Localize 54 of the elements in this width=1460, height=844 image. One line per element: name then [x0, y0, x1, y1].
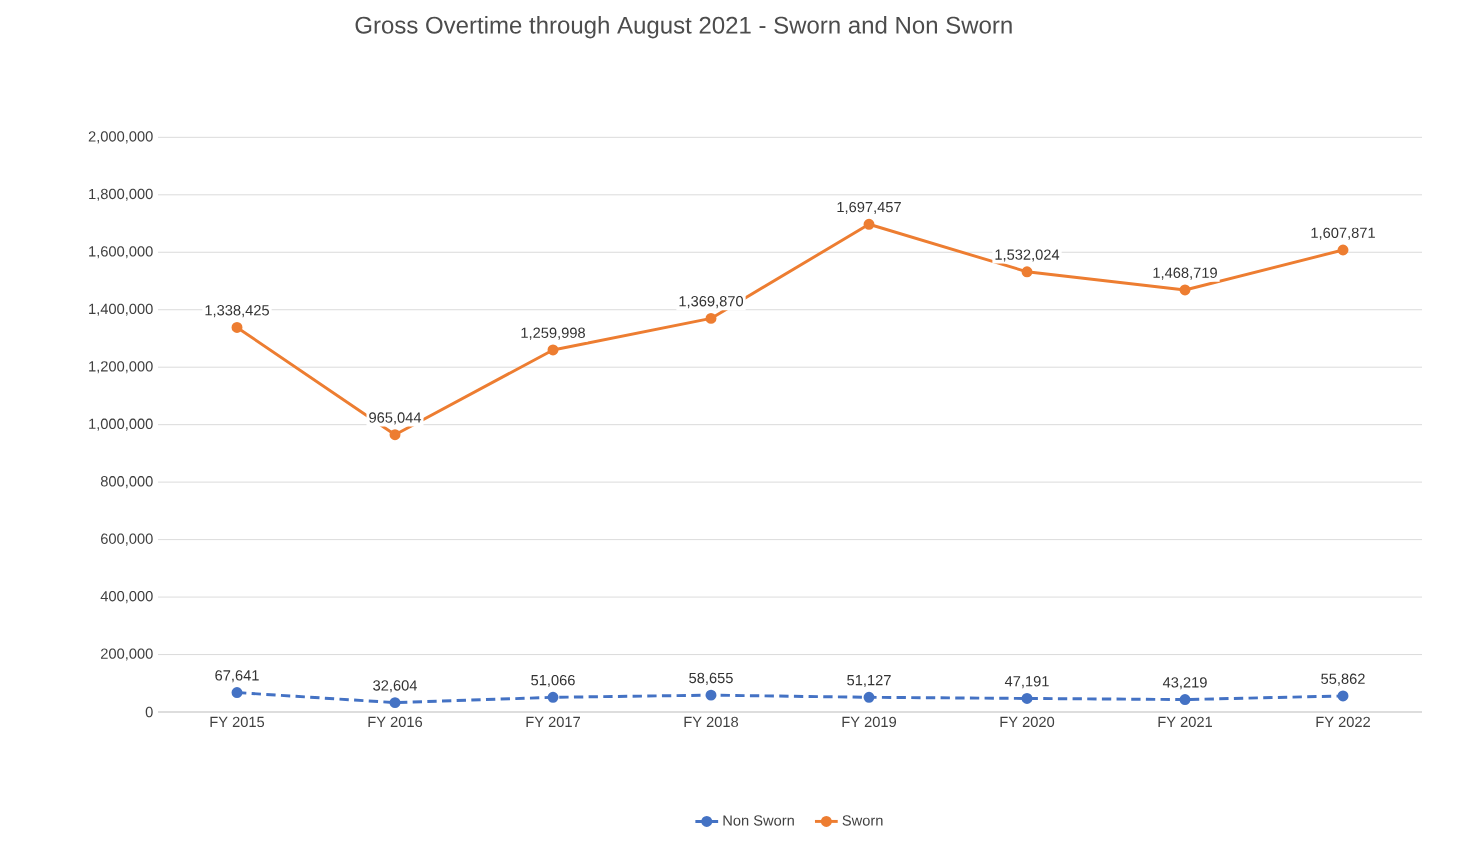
x-tick-label: FY 2020: [1000, 716, 1055, 728]
data-label: 67,641: [215, 670, 259, 683]
legend-label: Sworn: [842, 815, 883, 826]
y-tick-label: 600,000: [101, 533, 153, 546]
y-tick-label: 1,600,000: [89, 246, 153, 259]
x-tick-label: FY 2015: [210, 716, 265, 728]
y-tick-label: 2,000,000: [88, 131, 153, 144]
point: [863, 691, 875, 703]
point: [547, 691, 559, 703]
x-tick-label: FY 2019: [842, 716, 897, 728]
y-tick-label: 1,800,000: [89, 188, 153, 201]
data-label: 1,259,998: [521, 327, 585, 340]
chart-title: Gross Overtime through August 2021 - Sworn and Non Sworn: [355, 16, 1012, 39]
y-tick-label: 0: [145, 706, 153, 718]
x-tick-label: FY 2017: [526, 716, 580, 728]
point: [863, 218, 875, 230]
point: [231, 321, 243, 333]
point: [389, 429, 401, 441]
x-tick-label: FY 2016: [368, 716, 423, 728]
y-tick-label: 400,000: [100, 591, 153, 604]
point: [1021, 266, 1033, 278]
data-label: 43,219: [1162, 677, 1207, 690]
point: [231, 687, 243, 699]
data-label: 32,604: [373, 680, 417, 693]
data-label: 1,532,024: [995, 249, 1060, 262]
data-label: 51,127: [847, 674, 891, 688]
x-tick-label: FY 2022: [1316, 716, 1370, 728]
data-label: 1,697,457: [837, 201, 901, 214]
point: [1179, 694, 1191, 706]
point: [1337, 690, 1349, 702]
point: [1179, 284, 1191, 296]
y-tick-label: 1,400,000: [89, 303, 153, 316]
point: [705, 312, 717, 324]
y-tick-label: 1,200,000: [89, 361, 153, 374]
point: [705, 689, 717, 701]
data-label: 1,468,719: [1153, 267, 1217, 280]
data-label: 965,044: [369, 412, 422, 425]
data-label: 1,369,870: [679, 296, 744, 309]
data-label: 47,191: [1004, 676, 1049, 689]
data-label: 1,338,425: [205, 305, 269, 318]
point: [547, 344, 559, 356]
y-tick-label: 1,000,000: [89, 418, 153, 431]
point: [1021, 692, 1033, 704]
point: [1337, 244, 1349, 256]
x-tick-label: FY 2021: [1158, 716, 1212, 728]
x-tick-label: FY 2018: [684, 716, 739, 728]
data-label: 55,862: [1321, 673, 1365, 686]
point: [389, 697, 401, 709]
y-tick-label: 800,000: [100, 476, 153, 489]
data-label: 1,607,871: [1311, 227, 1375, 240]
data-label: 58,655: [689, 672, 733, 685]
legend-label: Non Sworn: [723, 815, 794, 826]
data-label: 51,066: [531, 674, 575, 688]
y-tick-label: 200,000: [101, 648, 153, 661]
